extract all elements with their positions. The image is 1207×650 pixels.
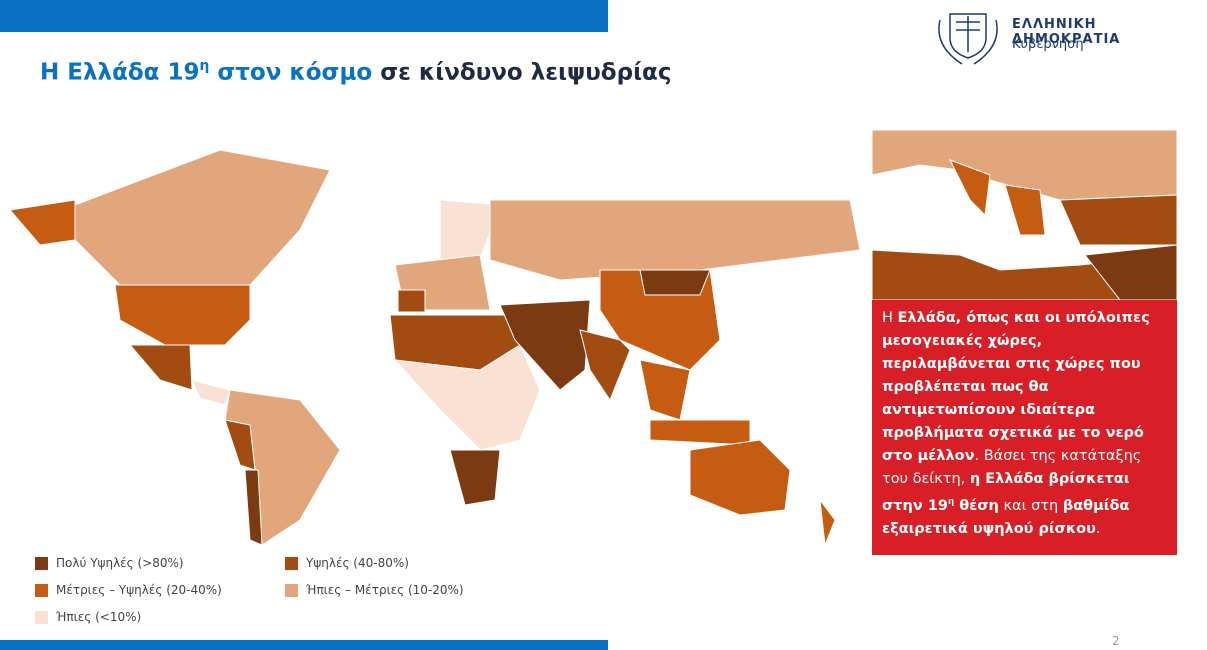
logo-name: ΕΛΛΗΝΙΚΗ ΔΗΜΟΚΡΑΤΙΑ	[1012, 17, 1121, 47]
text-segment: .	[1095, 521, 1101, 538]
legend-item: Ήπιες – Μέτριες (10-20%)	[285, 583, 464, 597]
inset-map	[871, 129, 1178, 301]
legend-label: Μέτριες – Υψηλές (20-40%)	[56, 583, 222, 597]
text-segment: η Ελλάδα βρίσκεται στην 19	[882, 471, 1130, 515]
legend-label: Υψηλές (40-80%)	[306, 556, 409, 570]
legend-label: Πολύ Υψηλές (>80%)	[56, 556, 184, 570]
legend-item: Υψηλές (40-80%)	[285, 556, 409, 570]
callout-box: Η Ελλάδα, όπως και οι υπόλοιπες μεσογεια…	[872, 300, 1177, 555]
slide-title: Η Ελλάδα 19η στον κόσμο σε κίνδυνο λειψυ…	[40, 58, 671, 86]
legend-item: Πολύ Υψηλές (>80%)	[35, 556, 184, 570]
page-number: 2	[1112, 634, 1120, 648]
legend-swatch	[285, 556, 298, 570]
legend-label: Ήπιες (<10%)	[56, 610, 142, 624]
text-segment: θέση	[954, 498, 999, 515]
emblem	[938, 13, 998, 65]
world-map	[9, 149, 861, 546]
text-segment: η	[947, 497, 955, 507]
legend-swatch	[35, 556, 48, 570]
text-segment: . Βάσει της κατάταξης του δείκτη,	[882, 448, 1142, 487]
top-bar	[0, 0, 608, 32]
text-segment: Η	[882, 310, 898, 326]
legend-item: Μέτριες – Υψηλές (20-40%)	[35, 583, 222, 597]
text-segment: και στη	[998, 498, 1063, 515]
text-segment: Η Ελλάδα 19	[40, 59, 200, 86]
logo-subtitle: Κυβέρνηση	[1012, 37, 1084, 52]
legend-swatch	[285, 583, 298, 597]
text-segment: στον κόσμο	[209, 59, 373, 86]
legend-swatch	[35, 610, 48, 624]
text-segment: βαθμίδα εξαιρετικά υψηλού ρίσκου	[882, 498, 1130, 538]
bottom-bar	[0, 640, 608, 650]
legend-item: Ήπιες (<10%)	[35, 610, 141, 624]
text-segment: η	[199, 58, 210, 74]
text-segment: Ελλάδα, όπως και οι υπόλοιπες μεσογειακέ…	[882, 310, 1150, 464]
text-segment: σε κίνδυνο λειψυδρίας	[372, 59, 672, 86]
legend-label: Ήπιες – Μέτριες (10-20%)	[306, 583, 464, 597]
legend-swatch	[35, 583, 48, 597]
